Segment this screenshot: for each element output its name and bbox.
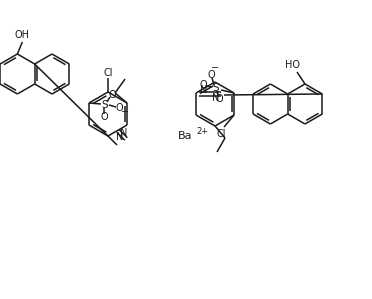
- Text: O: O: [199, 80, 207, 90]
- Text: N: N: [116, 132, 124, 142]
- Text: N: N: [212, 93, 219, 103]
- Text: 2+: 2+: [196, 126, 208, 135]
- Text: O: O: [108, 90, 116, 100]
- Text: N: N: [121, 128, 128, 138]
- Text: O: O: [100, 112, 108, 122]
- Text: N: N: [200, 85, 208, 95]
- Text: OH: OH: [15, 30, 30, 40]
- Text: S: S: [102, 100, 108, 110]
- Text: O: O: [115, 103, 123, 113]
- Text: S: S: [213, 83, 219, 93]
- Text: −: −: [121, 107, 129, 117]
- Text: −: −: [211, 63, 219, 73]
- Text: Ba: Ba: [178, 131, 192, 141]
- Text: Cl: Cl: [216, 129, 226, 139]
- Text: O: O: [207, 70, 215, 80]
- Text: O: O: [215, 94, 223, 104]
- Text: HO: HO: [285, 60, 301, 70]
- Text: Cl: Cl: [103, 68, 113, 78]
